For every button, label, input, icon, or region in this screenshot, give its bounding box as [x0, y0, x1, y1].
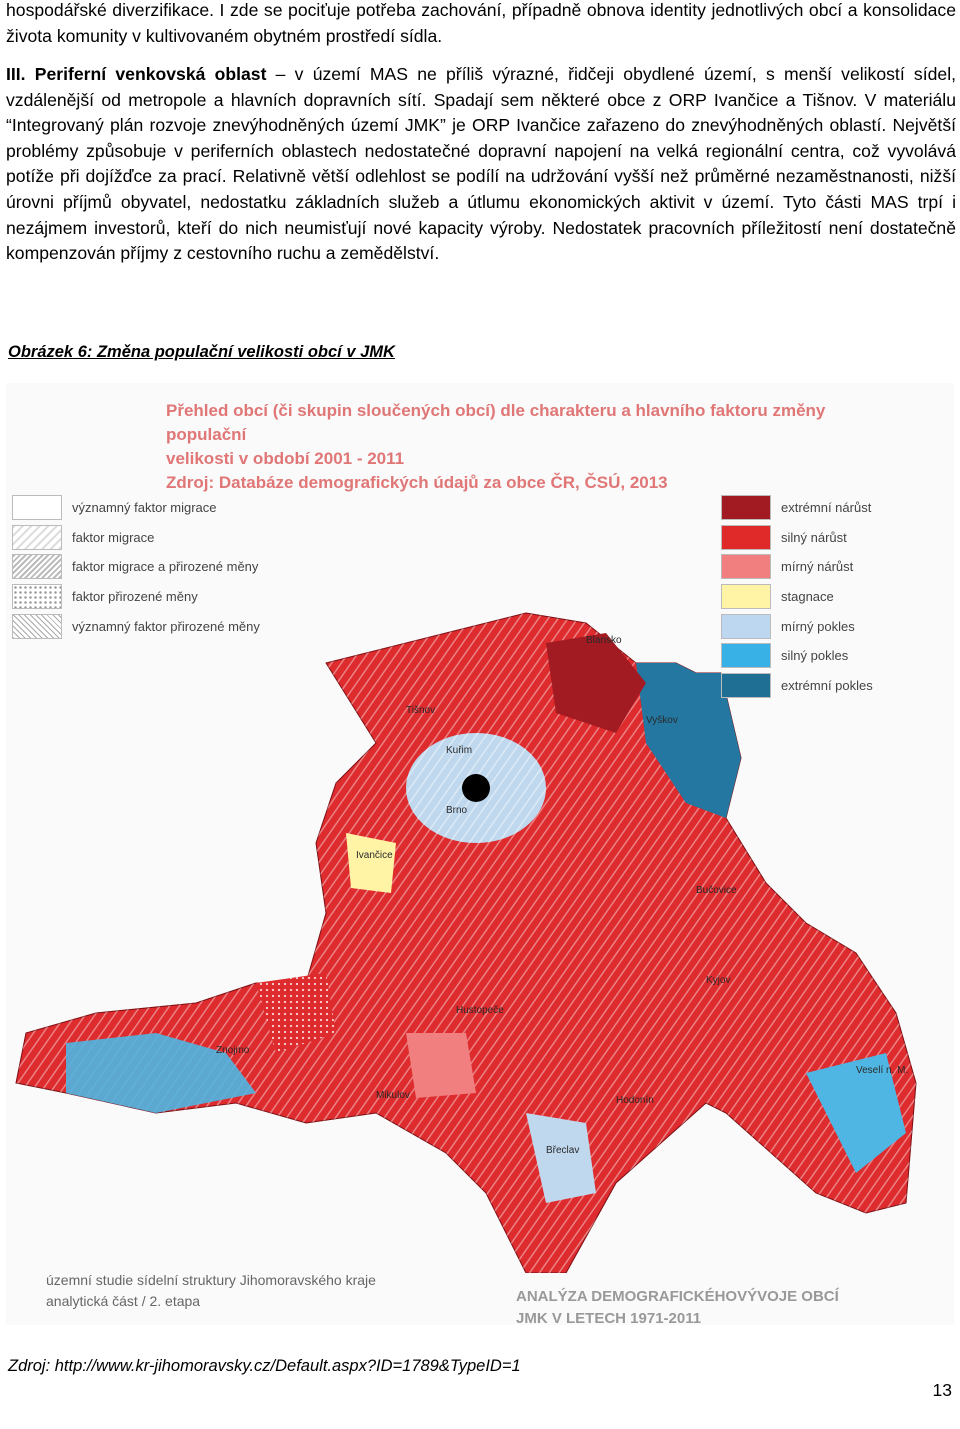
legend-item: silný nárůst [721, 523, 873, 553]
paragraph-body: – v území MAS ne příliš výrazné, řidčeji… [6, 64, 956, 264]
legend-swatch [721, 643, 771, 669]
legend-item: významný faktor přirozené měny [12, 611, 260, 641]
map-town-label: Vyškov [646, 715, 678, 726]
page-number: 13 [932, 1380, 952, 1400]
map-figure: Přehled obcí (či skupin sloučených obcí)… [6, 383, 954, 1327]
figure-title: Přehled obcí (či skupin sloučených obcí)… [166, 399, 906, 495]
map-town-label: Hodonín [616, 1095, 654, 1106]
legend-label: extrémní pokles [781, 677, 873, 693]
legend-item: extrémní pokles [721, 671, 873, 701]
map-dark-cluster [546, 633, 646, 733]
map-town-label: Mikulov [376, 1090, 410, 1101]
map-northeast-decline [636, 663, 741, 818]
legend-change: extrémní nárůst silný nárůst mírný nárůs… [721, 493, 873, 700]
map-town-label: Brno [446, 805, 468, 816]
map-town-label: Hustopeče [456, 1005, 504, 1016]
legend-item: silný pokles [721, 641, 873, 671]
legend-swatch [721, 524, 771, 550]
legend-swatch [721, 613, 771, 639]
legend-label: významný faktor migrace [72, 500, 217, 516]
legend-swatch [12, 613, 62, 639]
legend-label: silný nárůst [781, 529, 847, 545]
legend-label: faktor migrace a přirozené měny [72, 559, 259, 575]
map-stagnation-ivancice [346, 833, 396, 893]
map-south-decline [526, 1113, 596, 1203]
legend-item: faktor migrace [12, 523, 260, 553]
legend-swatch [721, 672, 771, 698]
legend-swatch [12, 495, 62, 521]
figure-title-line: Zdroj: Databáze demografických údajů za … [166, 473, 668, 492]
legend-swatch [721, 495, 771, 521]
legend-label: významný faktor přirozené měny [72, 618, 260, 634]
figure-title-line: velikosti v období 2001 - 2011 [166, 449, 405, 468]
map-town-label: Veselí n. M. [856, 1065, 908, 1076]
legend-label: mírný pokles [781, 618, 855, 634]
map-town-label: Tišnov [406, 705, 435, 716]
map-town-label: Břeclav [546, 1145, 579, 1156]
figure-footer-line: ANALÝZA DEMOGRAFICKÉHOVÝVOJE OBCÍ [516, 1288, 839, 1305]
map-region-hatch [16, 613, 916, 1273]
paragraph-peripheral-area: III. Periferní venkovská oblast – v územ… [6, 62, 956, 267]
figure-footer-line: analytická část / 2. etapa [46, 1293, 201, 1309]
legend-swatch [721, 584, 771, 610]
map-town-label: Znojmo [216, 1045, 250, 1056]
figure-footer-line: JMK V LETECH 1971-2011 [516, 1310, 702, 1327]
paragraph-intro: hospodářské diverzifikace. I zde se poci… [6, 0, 956, 46]
map-town-label: Kyjov [706, 975, 730, 986]
source-note: Zdroj: http://www.kr-jihomoravsky.cz/Def… [8, 1357, 521, 1375]
legend-label: mírný nárůst [781, 559, 854, 575]
map-brno-marker [462, 774, 490, 802]
legend-item: mírný pokles [721, 611, 873, 641]
legend-item: extrémní nárůst [721, 493, 873, 523]
figure-title-line: Přehled obcí (či skupin sloučených obcí)… [166, 401, 826, 444]
map-town-label: Bučovice [696, 885, 737, 896]
region-map: Blansko Tišnov Kuřim Brno Vyškov Ivančice Bučo… [15, 612, 917, 1273]
map-town-label: Blansko [586, 635, 622, 646]
legend-label: faktor přirozené měny [72, 589, 198, 605]
legend-label: extrémní nárůst [781, 500, 872, 516]
figure-footer-right: ANALÝZA DEMOGRAFICKÉHOVÝVOJE OBCÍ JMK V … [516, 1286, 839, 1330]
legend-label: silný pokles [781, 648, 849, 664]
legend-item: faktor přirozené měny [12, 582, 260, 612]
legend-item: faktor migrace a přirozené měny [12, 552, 260, 582]
legend-swatch [12, 524, 62, 550]
legend-item: mírný nárůst [721, 552, 873, 582]
legend-label: faktor migrace [72, 529, 155, 545]
paragraph-bold-lead: III. Periferní venkovská oblast [6, 64, 267, 84]
map-town-label: Ivančice [356, 850, 393, 861]
legend-item: stagnace [721, 582, 873, 612]
map-town-label: Kuřim [446, 745, 472, 756]
map-pale-area [406, 1033, 476, 1098]
legend-swatch [12, 554, 62, 580]
figure-caption: Obrázek 6: Změna populační velikosti obc… [8, 343, 395, 361]
map-southwest-decline [66, 1033, 256, 1113]
figure-footer-line: územní studie sídelní struktury Jihomora… [46, 1272, 376, 1288]
legend-label: stagnace [781, 589, 834, 605]
map-east-decline [806, 1053, 906, 1173]
legend-swatch [721, 554, 771, 580]
figure-footer-left: územní studie sídelní struktury Jihomora… [46, 1270, 376, 1312]
legend-item: významný faktor migrace [12, 493, 260, 523]
map-dotted-area-overlay [256, 973, 336, 1053]
legend-factors: významný faktor migrace faktor migrace f… [12, 493, 260, 641]
legend-swatch [12, 584, 62, 610]
